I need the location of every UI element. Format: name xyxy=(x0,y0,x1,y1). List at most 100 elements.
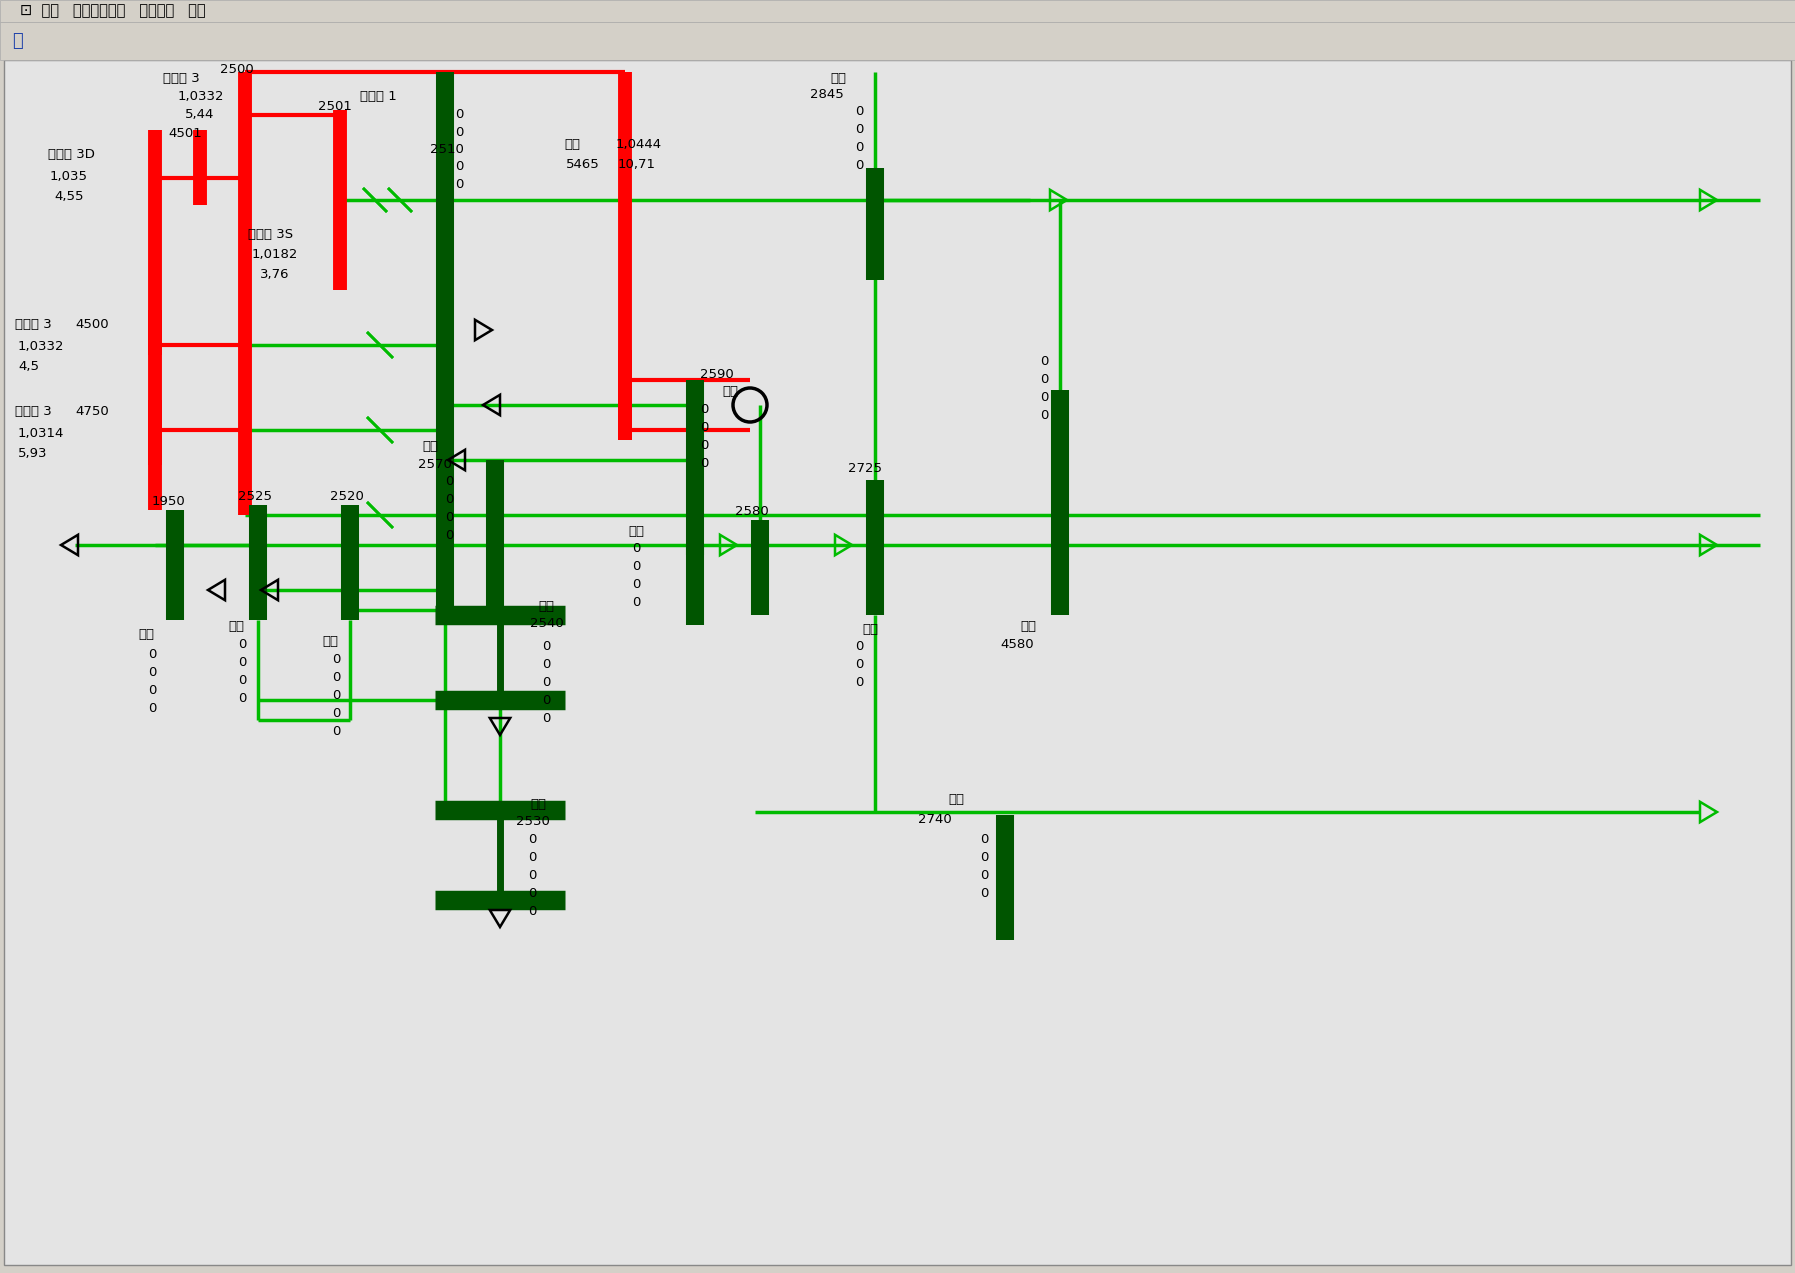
Text: 2501: 2501 xyxy=(318,101,352,113)
Text: 0: 0 xyxy=(854,640,863,653)
Text: 5,44: 5,44 xyxy=(185,108,214,121)
Text: 2570: 2570 xyxy=(418,458,452,471)
Text: 2540: 2540 xyxy=(530,617,564,630)
Text: 0: 0 xyxy=(239,693,246,705)
Text: ⊡  복구   정전구간확인   전력조류   종료: ⊡ 복구 정전구간확인 전력조류 종료 xyxy=(20,4,206,19)
Text: 2845: 2845 xyxy=(810,88,844,101)
Text: 0: 0 xyxy=(445,475,454,488)
Text: 신장: 신장 xyxy=(722,384,738,398)
Text: 0: 0 xyxy=(147,666,156,679)
Text: 0: 0 xyxy=(528,833,537,847)
Text: 삼성: 삼성 xyxy=(948,793,964,806)
Text: 가락: 가락 xyxy=(829,73,845,85)
Text: 0: 0 xyxy=(542,676,551,689)
Text: 0: 0 xyxy=(239,656,246,670)
Text: 2520: 2520 xyxy=(330,490,364,503)
Text: 0: 0 xyxy=(1039,409,1048,423)
Text: 석촌: 석촌 xyxy=(538,600,555,614)
Text: 동서울 1: 동서울 1 xyxy=(361,90,397,103)
Text: 0: 0 xyxy=(454,108,463,121)
Text: 0: 0 xyxy=(1039,391,1048,404)
Text: 0: 0 xyxy=(454,160,463,173)
Text: 0: 0 xyxy=(454,126,463,139)
Text: 0: 0 xyxy=(528,887,537,900)
Text: 0: 0 xyxy=(854,141,863,154)
Text: 잠실: 잠실 xyxy=(628,524,644,538)
Text: 2500: 2500 xyxy=(221,62,253,76)
Text: 0: 0 xyxy=(1039,355,1048,368)
Text: 종남: 종남 xyxy=(530,798,546,811)
Text: 2740: 2740 xyxy=(917,813,951,826)
Text: 신성남 3D: 신성남 3D xyxy=(48,148,95,160)
Text: 0: 0 xyxy=(700,421,709,434)
Text: 4,5: 4,5 xyxy=(18,360,39,373)
Text: 1,0182: 1,0182 xyxy=(251,248,298,261)
Text: 0: 0 xyxy=(542,694,551,707)
Text: 0: 0 xyxy=(980,833,989,847)
Text: 0: 0 xyxy=(854,676,863,689)
Text: 0: 0 xyxy=(332,689,341,701)
FancyBboxPatch shape xyxy=(0,0,1795,22)
Text: 천호: 천호 xyxy=(228,620,244,633)
Text: 0: 0 xyxy=(700,457,709,470)
Text: 5,93: 5,93 xyxy=(18,447,47,460)
Text: 4580: 4580 xyxy=(1000,638,1034,651)
Text: 0: 0 xyxy=(700,439,709,452)
Text: 송파: 송파 xyxy=(422,440,438,453)
Text: 2530: 2530 xyxy=(515,815,549,827)
Text: 2725: 2725 xyxy=(847,462,881,475)
Text: 0: 0 xyxy=(854,658,863,671)
Text: 2580: 2580 xyxy=(734,505,768,518)
Text: 0: 0 xyxy=(445,530,454,542)
Text: 2525: 2525 xyxy=(239,490,273,503)
Text: 0: 0 xyxy=(147,701,156,715)
Text: 0: 0 xyxy=(632,542,641,555)
Text: 0: 0 xyxy=(632,596,641,608)
Text: 10,71: 10,71 xyxy=(617,158,655,171)
Text: 3,76: 3,76 xyxy=(260,269,289,281)
Text: 0: 0 xyxy=(854,159,863,172)
Text: 0: 0 xyxy=(332,726,341,738)
Text: 1,0444: 1,0444 xyxy=(616,137,662,151)
Text: 0: 0 xyxy=(980,869,989,882)
Text: 4500: 4500 xyxy=(75,318,109,331)
Text: 0: 0 xyxy=(445,493,454,505)
Text: 0: 0 xyxy=(332,707,341,721)
Text: 0: 0 xyxy=(528,905,537,918)
Text: 2510: 2510 xyxy=(431,143,463,157)
Text: 수서: 수서 xyxy=(862,622,878,636)
Text: 0: 0 xyxy=(147,648,156,661)
Text: 0: 0 xyxy=(528,869,537,882)
Text: 0: 0 xyxy=(980,850,989,864)
Text: 4501: 4501 xyxy=(169,127,201,140)
Text: 2590: 2590 xyxy=(700,368,734,381)
Text: 0: 0 xyxy=(239,673,246,687)
Text: 1,0314: 1,0314 xyxy=(18,426,65,440)
Text: 강동: 강동 xyxy=(321,635,337,648)
Text: 0: 0 xyxy=(528,850,537,864)
Text: 청평: 청평 xyxy=(564,137,580,151)
Text: 0: 0 xyxy=(542,658,551,671)
Text: 4,55: 4,55 xyxy=(54,190,84,202)
Text: 동남: 동남 xyxy=(1020,620,1036,633)
Text: 동서울 3S: 동서울 3S xyxy=(248,228,293,241)
Text: 0: 0 xyxy=(632,560,641,573)
Text: 0: 0 xyxy=(147,684,156,698)
Text: 0: 0 xyxy=(700,404,709,416)
Text: 곤지암 3: 곤지암 3 xyxy=(14,405,52,418)
Text: 4750: 4750 xyxy=(75,405,109,418)
Text: 1,0332: 1,0332 xyxy=(178,90,224,103)
Text: 5465: 5465 xyxy=(565,158,600,171)
Text: 🔷: 🔷 xyxy=(13,32,23,50)
Text: 0: 0 xyxy=(980,887,989,900)
Text: 0: 0 xyxy=(239,638,246,651)
Text: 1,0332: 1,0332 xyxy=(18,340,65,353)
Text: 구의: 구의 xyxy=(138,628,154,642)
Text: 1,035: 1,035 xyxy=(50,171,88,183)
Text: 0: 0 xyxy=(454,178,463,191)
Text: 0: 0 xyxy=(445,510,454,524)
Text: 0: 0 xyxy=(854,104,863,118)
Text: 0: 0 xyxy=(1039,373,1048,386)
Text: 신성남 3: 신성남 3 xyxy=(14,318,52,331)
Text: 0: 0 xyxy=(332,653,341,666)
